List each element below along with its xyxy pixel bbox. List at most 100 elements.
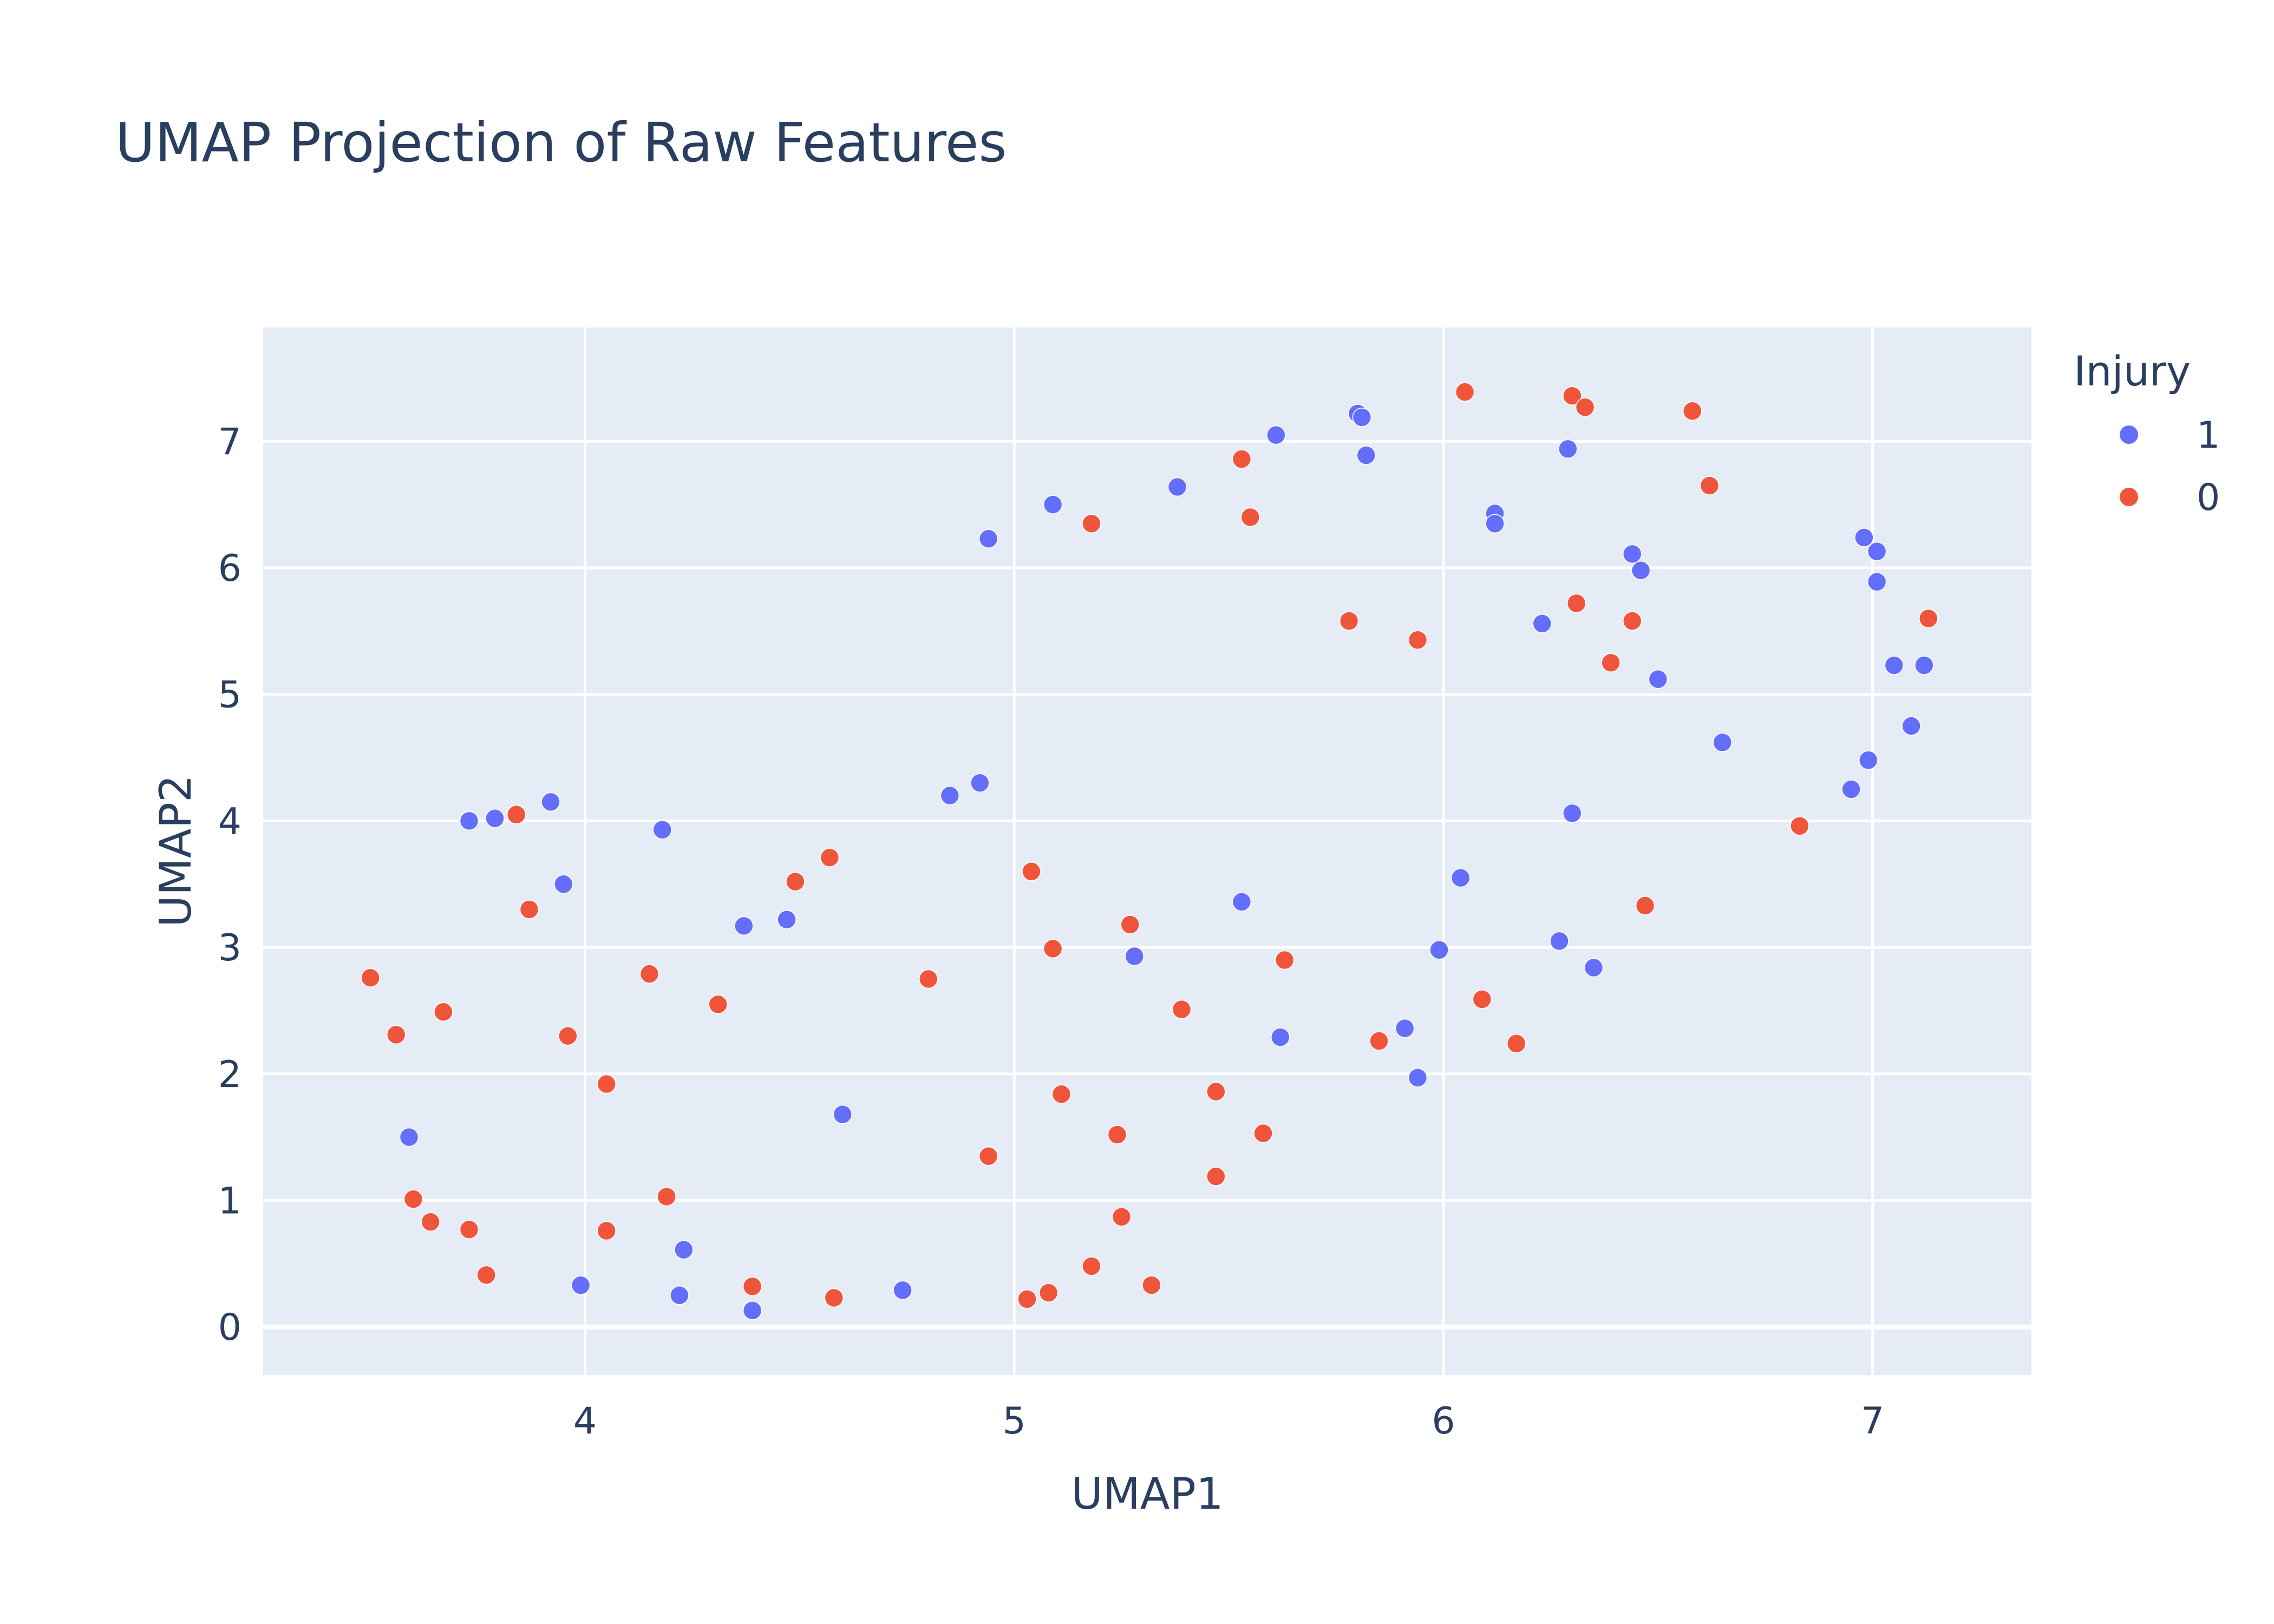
- data-point: [1352, 408, 1372, 427]
- data-point: [824, 1288, 844, 1308]
- data-point: [978, 529, 998, 549]
- x-axis-title: UMAP1: [1071, 1469, 1223, 1519]
- x-tick-label: 4: [573, 1400, 597, 1443]
- legend-marker-0: [2120, 488, 2138, 506]
- data-point: [1051, 1084, 1071, 1104]
- x-tick-label: 6: [1432, 1400, 1455, 1443]
- data-point: [1043, 495, 1063, 514]
- y-tick-label: 4: [218, 800, 241, 843]
- data-point: [1884, 656, 1904, 675]
- data-point: [399, 1127, 419, 1147]
- y-tick-label: 0: [218, 1306, 241, 1349]
- legend-label-1: 1: [2197, 414, 2220, 457]
- data-point: [1566, 593, 1586, 613]
- data-point: [1918, 608, 1938, 628]
- data-point: [361, 968, 380, 987]
- data-point: [786, 872, 805, 892]
- data-point: [777, 909, 796, 929]
- data-point: [1914, 656, 1934, 675]
- data-point: [1172, 999, 1192, 1019]
- data-point: [652, 820, 672, 840]
- data-point: [1232, 892, 1252, 912]
- data-point: [506, 804, 526, 824]
- data-point: [421, 1212, 440, 1232]
- data-point: [1429, 940, 1449, 960]
- y-axis-title: UMAP2: [151, 775, 201, 927]
- data-point: [1408, 1068, 1428, 1088]
- plot-area: [263, 328, 2031, 1375]
- data-point: [1867, 541, 1887, 561]
- legend-label-0: 0: [2197, 476, 2220, 519]
- data-point: [1532, 614, 1552, 633]
- data-point: [1623, 611, 1642, 631]
- data-point: [1472, 990, 1492, 1009]
- data-point: [1240, 507, 1260, 527]
- data-point: [1038, 1283, 1058, 1302]
- legend-marker-1: [2120, 425, 2138, 444]
- data-point: [1485, 514, 1505, 533]
- data-point: [1558, 439, 1578, 459]
- data-point: [403, 1189, 423, 1209]
- data-point: [742, 1301, 762, 1320]
- data-point: [940, 785, 960, 806]
- data-point: [1575, 397, 1595, 417]
- x-axis-ticks: 4 5 6 7: [573, 1400, 1884, 1443]
- legend: Injury 1 0: [2074, 347, 2220, 519]
- data-point: [1713, 732, 1732, 752]
- data-point: [597, 1221, 616, 1241]
- data-point: [674, 1240, 694, 1260]
- data-point: [820, 848, 840, 867]
- y-tick-label: 7: [218, 421, 241, 463]
- data-point: [1623, 544, 1642, 564]
- series-0: [361, 382, 1938, 1309]
- data-point: [1082, 1256, 1101, 1276]
- data-point: [571, 1275, 591, 1295]
- data-points: [361, 382, 1938, 1320]
- data-point: [1339, 611, 1359, 631]
- data-point: [1043, 939, 1063, 959]
- data-point: [554, 874, 573, 894]
- data-point: [541, 792, 560, 812]
- data-point: [1270, 1027, 1290, 1047]
- data-point: [708, 994, 728, 1014]
- data-point: [1253, 1123, 1273, 1143]
- chart-title: UMAP Projection of Raw Features: [115, 111, 1007, 174]
- data-point: [742, 1276, 762, 1296]
- y-tick-label: 3: [218, 927, 241, 970]
- data-point: [1648, 669, 1668, 689]
- data-point: [459, 1220, 479, 1239]
- data-point: [459, 811, 479, 831]
- data-point: [1506, 1033, 1526, 1053]
- data-point: [1683, 401, 1702, 421]
- data-point: [1120, 915, 1140, 934]
- data-point: [1901, 716, 1921, 736]
- data-point: [434, 1002, 453, 1022]
- series-1: [399, 404, 1934, 1320]
- data-point: [1584, 958, 1604, 978]
- data-point: [1167, 477, 1187, 497]
- data-point: [1841, 780, 1861, 799]
- data-point: [1867, 572, 1887, 592]
- legend-title: Injury: [2074, 347, 2191, 395]
- data-point: [670, 1286, 689, 1305]
- data-point: [1631, 560, 1651, 580]
- x-tick-label: 7: [1861, 1400, 1884, 1443]
- data-point: [978, 1146, 998, 1166]
- data-point: [1356, 446, 1376, 465]
- data-point: [519, 900, 539, 919]
- data-point: [657, 1187, 676, 1207]
- data-point: [1790, 816, 1809, 836]
- data-point: [1206, 1167, 1226, 1186]
- y-tick-label: 5: [218, 674, 241, 717]
- data-point: [1563, 803, 1582, 823]
- data-point: [833, 1104, 852, 1124]
- data-point: [1275, 950, 1295, 970]
- data-point: [1206, 1082, 1226, 1102]
- data-point: [1369, 1031, 1389, 1051]
- gridlines: [263, 328, 2031, 1375]
- data-point: [1550, 931, 1569, 951]
- data-point: [485, 808, 505, 828]
- data-point: [386, 1025, 406, 1045]
- data-point: [893, 1280, 912, 1300]
